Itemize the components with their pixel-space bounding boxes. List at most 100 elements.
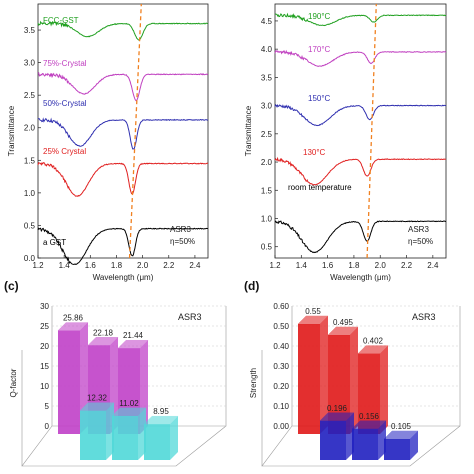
x-tick-label: 2.2 xyxy=(401,261,413,270)
series-line xyxy=(274,103,447,127)
y-tick-label: 0.60 xyxy=(273,302,289,311)
chart-b: 1.2 1.4 1.6 1.8 2.0 2.2 2.4 0.5 1.0 1.5 2.0 2.5 3.0 3… xyxy=(244,3,447,282)
series-label: 25% Crystal xyxy=(43,147,86,156)
bar-value-label: 0.156 xyxy=(359,412,380,421)
y-tick-label: 15 xyxy=(40,362,49,371)
bar-side xyxy=(410,431,418,460)
x-tick-label: 1.2 xyxy=(269,261,281,270)
series-line xyxy=(37,71,209,102)
series-line xyxy=(274,49,447,67)
x-tick-label: 1.6 xyxy=(322,261,334,270)
series-line xyxy=(274,12,447,27)
series-line xyxy=(37,20,209,41)
bar-value-label: 21.44 xyxy=(123,331,144,340)
y-tick-label: 0.5 xyxy=(24,221,36,230)
x-tick-label: 2.4 xyxy=(189,261,201,270)
bar-value-label: 0.402 xyxy=(363,337,384,346)
x-tick-label: 1.8 xyxy=(348,261,360,270)
annotation-eta: η=50% xyxy=(408,237,433,246)
bar-value-label: 0.55 xyxy=(305,307,321,316)
y-axis-label: Q-factor xyxy=(9,368,18,397)
annotation-asr: ASR3 xyxy=(408,225,429,234)
bar-side xyxy=(380,345,388,434)
bar-value-label: 11.02 xyxy=(119,399,139,408)
series-label: 190°C xyxy=(308,12,331,21)
x-tick-label: 1.6 xyxy=(85,261,97,270)
bar-side xyxy=(350,327,358,434)
x-tick-label: 2.4 xyxy=(427,261,439,270)
y-tick-label: 0 xyxy=(45,422,50,431)
series-label: 150°C xyxy=(308,94,331,103)
y-tick-label: 1.0 xyxy=(24,189,36,198)
series-label: room temperature xyxy=(288,183,352,192)
y-tick-label: 1.5 xyxy=(24,156,36,165)
y-tick-label: 2.0 xyxy=(261,158,273,167)
chart-c: 0 5 10 15 20 25 30 Q-factor ASR3 25.86 22.18 21.44 1… xyxy=(9,302,227,467)
y-tick-label: 0.20 xyxy=(273,382,289,391)
series-line xyxy=(274,156,447,186)
panel-label-c: (c) xyxy=(4,279,19,293)
floor xyxy=(261,425,461,467)
x-tick-label: 1.4 xyxy=(296,261,308,270)
y-tick-label: 3.5 xyxy=(24,26,36,35)
bar-value-label: 22.18 xyxy=(93,328,114,337)
resonance-dashed-line xyxy=(128,3,142,259)
y-tick-label: 2.5 xyxy=(261,130,273,139)
plot-frame xyxy=(37,3,209,259)
y-tick-label: 3.0 xyxy=(24,59,36,68)
chart-a: 1.2 1.4 1.6 1.8 2.0 2.2 2.4 0.0 0.5 1.0 1.5 2.0 2.5 3… xyxy=(7,3,209,282)
series-label: a GST xyxy=(43,238,66,247)
bar-side xyxy=(170,416,178,460)
bar xyxy=(298,324,320,434)
y-tick-label: 1.5 xyxy=(261,186,273,195)
y-tick-label: 2.5 xyxy=(24,91,36,100)
y-tick-label: 0.30 xyxy=(273,362,289,371)
x-tick-label: 2.0 xyxy=(137,261,149,270)
bar-value-label: 0.196 xyxy=(327,404,348,413)
y-tick-label: 0.50 xyxy=(273,322,289,331)
y-tick-label: 1.0 xyxy=(261,214,273,223)
y-tick-label: 10 xyxy=(40,382,49,391)
y-tick-label: 20 xyxy=(40,342,49,351)
y-tick-label: 0.10 xyxy=(273,402,289,411)
bar-value-label: 0.495 xyxy=(333,318,354,327)
y-tick-label: 4.5 xyxy=(261,17,273,26)
x-tick-label: 2.0 xyxy=(375,261,387,270)
x-axis-label: Wavelength (μm) xyxy=(330,273,391,282)
annotation-eta: η=50% xyxy=(170,237,195,246)
series-label: 170°C xyxy=(308,45,331,54)
y-axis-label: Transmittance xyxy=(244,105,253,156)
annotation-asr: ASR3 xyxy=(178,312,202,322)
bar xyxy=(384,439,410,460)
annotation-asr: ASR3 xyxy=(170,225,191,234)
bar xyxy=(358,353,380,434)
bar xyxy=(144,424,170,460)
y-tick-label: 2.0 xyxy=(24,124,36,133)
x-tick-label: 1.8 xyxy=(111,261,123,270)
series-label: 130°C xyxy=(303,148,326,157)
series-label: 75%-Crystal xyxy=(43,59,87,68)
y-tick-label: 4.0 xyxy=(261,45,273,54)
series-label: 50%-Crystal xyxy=(43,99,87,108)
bar-value-label: 8.95 xyxy=(153,407,169,416)
y-tick-label: 0.0 xyxy=(24,254,36,263)
floor xyxy=(21,425,227,467)
y-tick-label: 25 xyxy=(40,322,49,331)
x-tick-label: 2.2 xyxy=(163,261,175,270)
bar xyxy=(112,415,138,460)
annotation-asr: ASR3 xyxy=(412,312,436,322)
y-tick-label: 30 xyxy=(40,302,49,311)
chart-d: 0.00 0.10 0.20 0.30 0.40 0.50 0.60 Strength ASR3… xyxy=(249,302,461,467)
y-axis-label: Transmittance xyxy=(7,105,16,156)
y-tick-label: 3.5 xyxy=(261,73,273,82)
y-axis-label: Strength xyxy=(249,368,258,398)
bar-value-label: 12.32 xyxy=(87,394,108,403)
series-label: FCC-GST xyxy=(43,16,79,25)
series-line xyxy=(37,117,209,150)
bar-value-label: 25.86 xyxy=(63,314,84,323)
y-tick-label: 0.5 xyxy=(261,243,273,252)
bar xyxy=(80,410,106,460)
bar xyxy=(328,335,350,434)
y-tick-label: 5 xyxy=(45,402,50,411)
